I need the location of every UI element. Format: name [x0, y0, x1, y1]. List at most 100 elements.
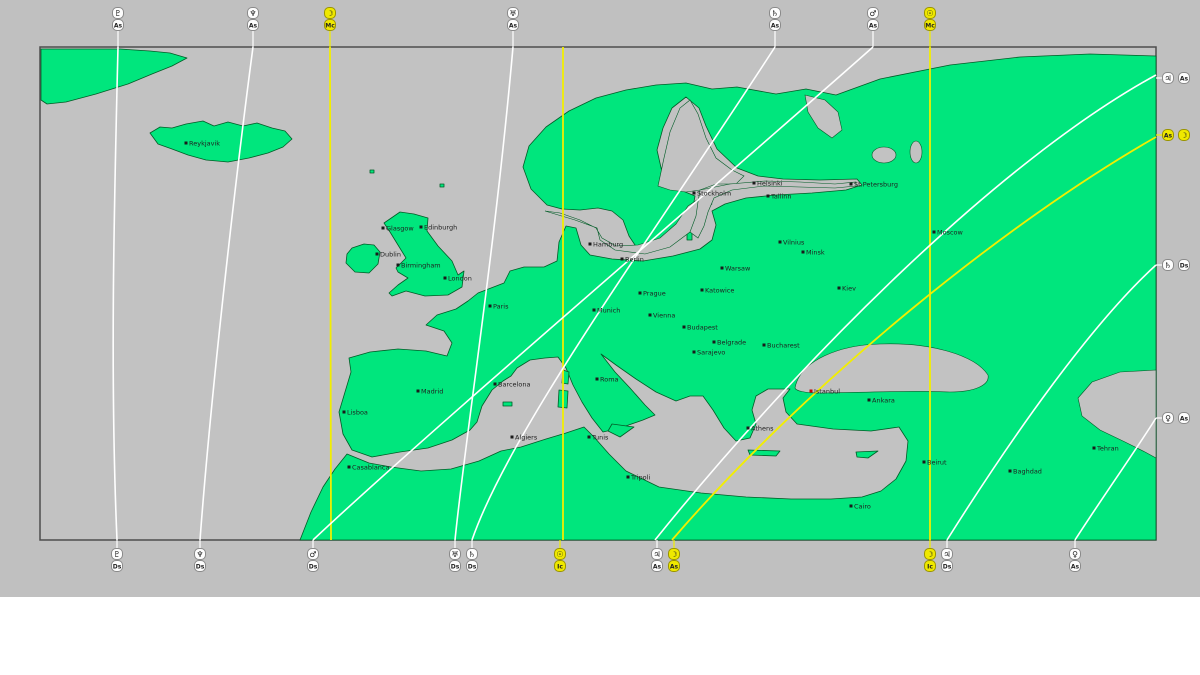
badge-cell	[941, 548, 953, 560]
city-dot	[443, 276, 447, 280]
astro-glyph: ♅	[509, 9, 516, 18]
line-badge-top: ☽ Mc	[324, 7, 336, 47]
city-dot	[867, 398, 871, 402]
astro-glyph: ♃	[943, 550, 950, 559]
astro-lines-layer	[112, 46, 1157, 541]
city-athens: Athens	[746, 425, 774, 433]
city-lisboa: Lisboa	[342, 409, 368, 417]
city-dot	[692, 350, 696, 354]
astro-glyph: As	[771, 22, 780, 29]
badge-cell	[466, 560, 478, 572]
city-tripoli: Tripoli	[626, 474, 650, 482]
city-bucharest: Bucharest	[762, 342, 800, 350]
city-label: Istanbul	[814, 388, 840, 396]
city-dot	[849, 504, 853, 508]
city-tehran: Tehran	[1092, 445, 1119, 453]
sea-gulf-of-finland	[689, 180, 857, 239]
city-label: Roma	[600, 376, 619, 384]
line-badge-top: ♆ As	[247, 7, 259, 47]
line-badge-bottom: ♅ Ds	[449, 540, 461, 572]
astro-glyph: As	[1071, 563, 1080, 570]
line-badge-bottom: ♇ Ds	[111, 540, 123, 572]
badge-cell	[449, 548, 461, 560]
city-label: Bucharest	[767, 342, 800, 350]
city-istanbul: Istanbul	[809, 388, 840, 396]
line-badge-bottom: ♂ Ds	[307, 540, 319, 572]
city-label: Athens	[751, 425, 774, 433]
city-dot	[1092, 446, 1096, 450]
astro-glyph: ☽	[926, 550, 933, 559]
city-roma: Roma	[595, 376, 619, 384]
city-moscow: Moscow	[932, 229, 964, 237]
city-dot	[1008, 469, 1012, 473]
city-label: Vilnius	[783, 239, 805, 247]
city-reykjavik: Reykjavik	[184, 140, 220, 148]
land-great-britain	[383, 211, 465, 297]
city-label: Reykjavik	[189, 140, 220, 148]
city-dot	[682, 325, 686, 329]
badge-cell	[194, 560, 206, 572]
astro-glyph: As	[670, 563, 679, 570]
city-label: Lisboa	[347, 409, 368, 417]
city-dot	[932, 230, 936, 234]
city-dublin: Dublin	[375, 251, 401, 259]
astro-glyph: ♇	[114, 9, 121, 18]
city-stpetersburg: St.Petersburg	[849, 181, 898, 189]
astro-glyph: As	[114, 22, 123, 29]
city-belgrade: Belgrade	[712, 339, 746, 347]
lake-onega	[909, 140, 923, 164]
line-badge-top: ♅ As	[507, 7, 519, 47]
line-badge-bottom: ☉ Ic	[554, 540, 566, 572]
city-label: Hamburg	[593, 241, 623, 249]
city-dot	[620, 257, 624, 261]
badge-cell	[194, 548, 206, 560]
astro-glyph: Ic	[927, 563, 933, 570]
city-label: London	[448, 275, 472, 283]
line-badge-right: As ☽	[1156, 129, 1190, 141]
city-label: Munich	[597, 307, 620, 315]
island-sicily	[607, 423, 635, 438]
astro-glyph: ♆	[196, 550, 203, 559]
astro-glyph: ♀	[1165, 414, 1171, 423]
city-cairo: Cairo	[849, 503, 871, 511]
badge-cell	[769, 19, 781, 31]
city-kiev: Kiev	[837, 285, 856, 293]
astro-glyph: ♀	[1072, 550, 1078, 559]
astro-glyph: As	[1180, 415, 1189, 422]
city-dot	[801, 250, 805, 254]
city-label: Minsk	[806, 249, 825, 257]
sea-overlays	[544, 94, 1157, 459]
city-ankara: Ankara	[867, 397, 895, 405]
city-paris: Paris	[488, 303, 509, 311]
city-dot	[762, 343, 766, 347]
astro-glyph: As	[509, 22, 518, 29]
badge-cell	[111, 548, 123, 560]
city-dot	[752, 181, 756, 185]
astro-glyph: ♄	[1164, 261, 1171, 270]
city-label: Tunis	[591, 434, 609, 442]
badge-cell	[867, 19, 879, 31]
astro-glyph: Ds	[196, 563, 205, 570]
city-beirut: Beirut	[922, 459, 947, 467]
badge-cell	[769, 7, 781, 19]
astro-glyph: As	[1180, 75, 1189, 82]
asc-line-moon	[671, 136, 1157, 541]
city-prague: Prague	[638, 290, 666, 298]
astro-glyph: ♅	[451, 550, 458, 559]
badge-cell	[924, 7, 936, 19]
city-label: Tehran	[1096, 445, 1119, 453]
astro-glyph: ☽	[1180, 131, 1187, 140]
city-label: Moscow	[937, 229, 964, 237]
city-warsaw: Warsaw	[720, 265, 751, 273]
city-label: Tripoli	[630, 474, 650, 482]
asc-line-venus	[1074, 417, 1157, 541]
line-badge-right: ♀ As	[1156, 412, 1190, 424]
astro-glyph: Mc	[925, 22, 935, 29]
astro-glyph: Ds	[451, 563, 460, 570]
line-badge-bottom: ♆ Ds	[194, 540, 206, 572]
land-greenland	[40, 48, 188, 105]
city-dot	[381, 226, 385, 230]
astro-glyph: ☽	[326, 9, 333, 18]
city-munich: Munich	[592, 307, 620, 315]
